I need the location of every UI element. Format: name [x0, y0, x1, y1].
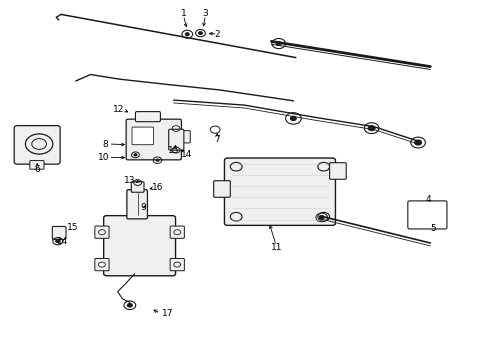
Text: 17: 17 — [161, 310, 173, 319]
FancyBboxPatch shape — [95, 258, 109, 271]
Text: 16: 16 — [151, 184, 163, 193]
FancyBboxPatch shape — [14, 126, 60, 164]
Circle shape — [290, 116, 296, 121]
Text: 10: 10 — [98, 153, 109, 162]
FancyBboxPatch shape — [213, 181, 230, 197]
FancyBboxPatch shape — [126, 119, 181, 160]
Circle shape — [319, 216, 324, 219]
FancyBboxPatch shape — [103, 216, 175, 276]
Text: 6: 6 — [34, 165, 40, 174]
FancyBboxPatch shape — [407, 201, 446, 229]
FancyBboxPatch shape — [52, 226, 66, 239]
Text: 15: 15 — [167, 146, 179, 155]
FancyBboxPatch shape — [131, 182, 143, 192]
FancyBboxPatch shape — [30, 161, 44, 169]
Circle shape — [276, 42, 281, 45]
FancyBboxPatch shape — [170, 226, 184, 238]
FancyBboxPatch shape — [95, 226, 109, 238]
Circle shape — [185, 33, 189, 36]
FancyBboxPatch shape — [224, 158, 335, 225]
Text: 4: 4 — [425, 195, 430, 204]
FancyBboxPatch shape — [135, 112, 160, 122]
Text: 1: 1 — [180, 9, 186, 18]
Circle shape — [127, 303, 132, 307]
Text: 5: 5 — [429, 224, 435, 233]
FancyBboxPatch shape — [168, 129, 183, 150]
Text: 11: 11 — [270, 243, 282, 252]
FancyBboxPatch shape — [126, 190, 147, 219]
Text: 13: 13 — [123, 176, 135, 185]
Text: 8: 8 — [102, 140, 108, 149]
Text: 7: 7 — [214, 135, 220, 144]
FancyBboxPatch shape — [329, 163, 346, 179]
Circle shape — [56, 240, 60, 243]
Text: 3: 3 — [202, 9, 208, 18]
Circle shape — [198, 32, 202, 35]
Circle shape — [156, 159, 159, 161]
Text: 14: 14 — [181, 150, 192, 159]
Text: 14: 14 — [57, 238, 68, 247]
FancyBboxPatch shape — [132, 127, 153, 145]
Text: 12: 12 — [112, 105, 124, 114]
FancyBboxPatch shape — [178, 131, 190, 143]
FancyBboxPatch shape — [170, 258, 184, 271]
Circle shape — [134, 154, 137, 156]
Circle shape — [367, 126, 374, 131]
Circle shape — [414, 140, 421, 145]
Text: 2: 2 — [214, 30, 220, 39]
Text: 15: 15 — [66, 223, 78, 232]
Text: 9: 9 — [140, 202, 145, 212]
